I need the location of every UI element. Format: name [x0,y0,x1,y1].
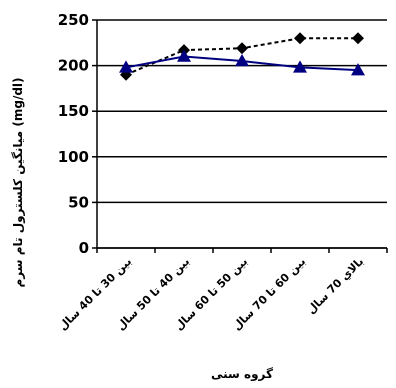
series-2 [119,49,365,76]
y-tick-label: 200 [58,57,89,75]
y-tick-label: 100 [58,148,89,166]
y-tick-label: 0 [79,239,89,257]
data-point [235,54,249,67]
data-point [119,60,133,73]
data-point [352,32,364,45]
series [119,32,365,81]
data-point [177,49,191,62]
y-tick-label: 50 [68,193,89,211]
data-point [293,60,307,73]
data-point [351,63,365,76]
y-axis-title: میانگین کلسترول تام سرم (mg/dl) [11,77,26,287]
y-tick-labels: 0 50 100 150 200 250 [58,11,89,257]
data-point [294,32,306,45]
y-tick-label: 250 [58,11,89,29]
x-axis-title: گروه سنی [211,367,273,382]
x-tick-label: بالاي 70 سال [305,255,367,317]
axes [92,19,388,253]
y-tick-label: 150 [58,102,89,120]
data-point [236,42,248,55]
